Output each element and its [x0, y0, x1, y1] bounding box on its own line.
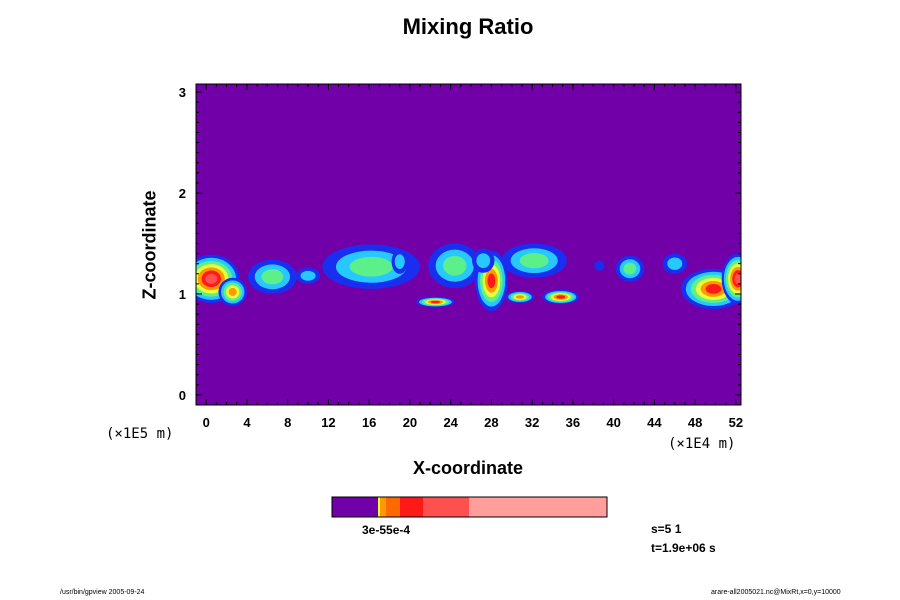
- field-blob: [428, 243, 482, 288]
- contour-level-2: [394, 254, 405, 270]
- x-tick-label: 48: [688, 415, 702, 430]
- contour-level-6: [705, 284, 722, 294]
- colorbar-segment: [332, 497, 378, 517]
- x-tick-label: 24: [443, 415, 458, 430]
- footer-left: /usr/bin/gpview 2005-09-24: [60, 589, 145, 596]
- plot-background: [196, 84, 741, 405]
- field-blob: [472, 248, 495, 273]
- field-blob: [542, 289, 580, 305]
- field-blob: [505, 290, 535, 304]
- contour-level-5: [515, 295, 525, 299]
- colorbar-segment: [423, 497, 469, 517]
- field-blob: [662, 253, 688, 274]
- contour-level-3: [623, 262, 637, 275]
- x-tick-label: 44: [647, 415, 662, 430]
- y-tick-label: 3: [179, 85, 186, 100]
- mixing-ratio-field: [196, 243, 741, 312]
- x-tick-label: 4: [243, 415, 251, 430]
- y-axis-label: Z-coordinate: [139, 190, 160, 300]
- contour-level-6: [556, 295, 566, 299]
- colorbar: [331, 496, 608, 518]
- field-blob: [218, 277, 247, 307]
- contour-level-5: [228, 287, 237, 296]
- field-blob: [247, 259, 297, 294]
- x-tick-label: 16: [362, 415, 376, 430]
- colorbar-segment: [386, 497, 400, 517]
- y-tick-label: 2: [179, 186, 186, 201]
- contour-level-7: [734, 273, 741, 285]
- x-tick-label: 28: [484, 415, 498, 430]
- chart-title: Mixing Ratio: [402, 14, 534, 39]
- contour-level-1: [594, 260, 605, 271]
- contour-level-2: [476, 253, 491, 269]
- x-axis-label: X-coordinate: [412, 458, 523, 478]
- footer-right: arare-all2005021.nc@MixRt,x=0,y=10000: [711, 589, 841, 596]
- field-blob: [416, 296, 455, 308]
- y-axis-unit: (×1E5 m): [106, 426, 174, 442]
- field-blob: [391, 249, 408, 274]
- field-blob: [501, 243, 567, 278]
- y-tick-label: 0: [179, 388, 186, 403]
- contour-level-3: [442, 255, 467, 276]
- contour-level-3: [519, 253, 549, 269]
- y-tick-label: 1: [179, 287, 186, 302]
- contour-level-7: [205, 273, 218, 284]
- field-blob: [594, 260, 605, 271]
- x-tick-label: 8: [284, 415, 291, 430]
- field-blob: [721, 253, 741, 305]
- x-tick-label: 52: [729, 415, 743, 430]
- x-tick-label: 0: [203, 415, 210, 430]
- x-tick-label: 20: [403, 415, 417, 430]
- colorbar-segment: [378, 497, 380, 517]
- contour-level-3: [349, 256, 393, 277]
- field-blob: [295, 267, 321, 284]
- x-tick-label: 40: [606, 415, 620, 430]
- colorbar-segment: [380, 497, 386, 517]
- colorbar-frame: [331, 496, 608, 518]
- contour-level-6: [487, 273, 496, 289]
- x-tick-label: 12: [321, 415, 335, 430]
- contour-level-2: [667, 257, 683, 270]
- field-blob: [615, 255, 645, 282]
- contour-level-3: [261, 269, 284, 285]
- x-axis-unit: (×1E4 m): [668, 436, 736, 452]
- x-tick-label: 36: [566, 415, 580, 430]
- x-tick-label: 32: [525, 415, 539, 430]
- contour-level-6: [430, 300, 441, 304]
- colorbar-segment: [400, 497, 423, 517]
- plot-frame: [195, 83, 742, 406]
- contour-level-2: [300, 270, 316, 281]
- step-info: s=5 1: [651, 522, 682, 536]
- colorbar-segment: [469, 497, 607, 517]
- colorbar-tick-labels: 3e-55e-4: [362, 523, 411, 537]
- time-info: t=1.9e+06 s: [651, 541, 716, 555]
